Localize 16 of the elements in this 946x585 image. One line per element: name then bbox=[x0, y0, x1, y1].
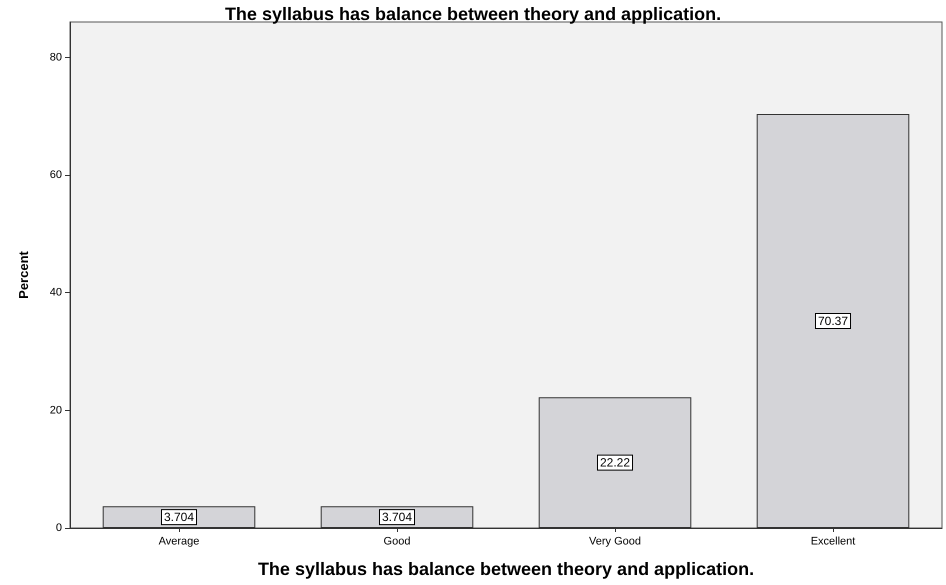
x-tick-label: Good bbox=[384, 536, 410, 548]
x-tick-label: Excellent bbox=[810, 536, 856, 548]
y-tick-label: 60 bbox=[50, 168, 62, 181]
chart-title: The syllabus has balance between theory and application. bbox=[224, 4, 722, 24]
x-axis-title: The syllabus has balance between theory and application. bbox=[258, 559, 754, 579]
x-tick-label: Average bbox=[158, 536, 200, 548]
data-label: 70.37 bbox=[818, 314, 848, 328]
y-tick-label: 0 bbox=[56, 522, 62, 534]
y-axis-title: Percent bbox=[16, 250, 31, 299]
x-tick-label: Very Good bbox=[589, 536, 641, 548]
y-tick-label: 80 bbox=[50, 51, 62, 64]
data-label: 22.22 bbox=[600, 456, 630, 470]
y-tick-label: 20 bbox=[50, 404, 62, 416]
data-label: 3.704 bbox=[382, 510, 412, 524]
data-label: 3.704 bbox=[164, 510, 194, 524]
y-tick-label: 40 bbox=[50, 286, 62, 299]
